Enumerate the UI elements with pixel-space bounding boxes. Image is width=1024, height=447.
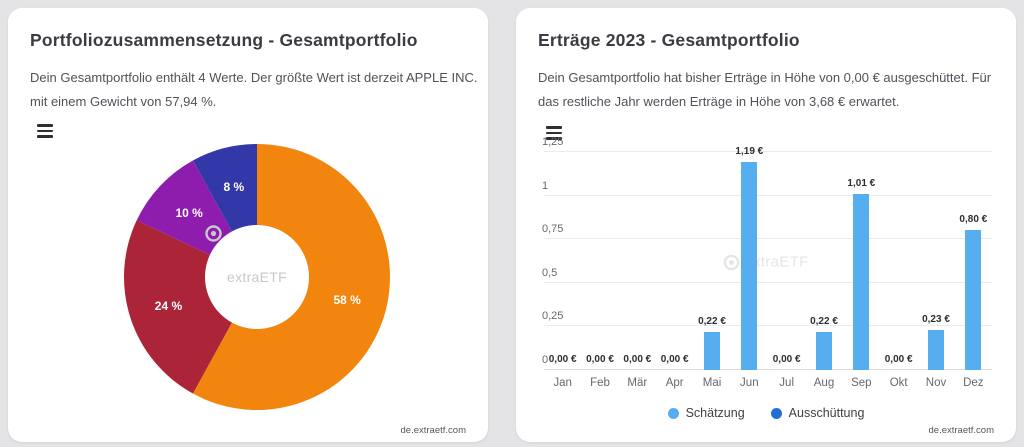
extraetf-watermark: extraETF xyxy=(723,254,808,271)
menu-bar xyxy=(37,124,53,127)
donut-slice-24pct[interactable] xyxy=(124,220,233,394)
bar-chart: extraETF 0 0,25 0,5 0,75 1 1,25 0,00 € Jan 0,00 … xyxy=(542,137,992,389)
chart-legend: Schätzung Ausschüttung xyxy=(516,406,1016,420)
extraetf-logo-icon xyxy=(205,225,222,242)
earnings-2023-card: Erträge 2023 - Gesamtportfolio Dein Gesa… xyxy=(516,8,1016,442)
extraetf-footer-link: de.extraetf.com xyxy=(928,425,994,436)
x-axis-label-jan: Jan xyxy=(553,377,572,389)
portfolio-composition-description: Dein Gesamtportfolio enthält 4 Werte. De… xyxy=(30,66,477,114)
legend-item-schätzung[interactable]: Schätzung xyxy=(667,406,745,420)
hamburger-menu-icon[interactable] xyxy=(546,123,568,143)
description-line-2: mit einem Gewicht von 57,94 %. xyxy=(30,94,217,109)
hamburger-menu-icon[interactable] xyxy=(37,121,59,141)
menu-bar xyxy=(546,131,562,135)
bar-value-label: 0,22 € xyxy=(698,315,726,327)
bar-value-label: 0,00 € xyxy=(884,354,913,365)
y-axis-tick-label: 1 xyxy=(542,179,549,192)
bar-value-label: 1,01 € xyxy=(847,177,876,189)
y-gridline xyxy=(544,369,992,370)
portfolio-composition-card: Portfoliozusammensetzung - Gesamtportfol… xyxy=(8,8,488,442)
bar-value-label: 0,00 € xyxy=(586,354,614,365)
donut-slice-8pct[interactable] xyxy=(192,144,257,232)
bar-value-label: 0,23 € xyxy=(922,313,950,325)
x-axis-label-sep: Sep xyxy=(851,377,872,389)
earnings-title: Erträge 2023 - Gesamtportfolio xyxy=(538,30,800,50)
bar-nov[interactable] xyxy=(928,329,944,370)
bar-value-label: 0,22 € xyxy=(810,315,838,327)
bar-sep[interactable] xyxy=(853,193,870,370)
y-gridline xyxy=(544,238,992,240)
bar-mai[interactable] xyxy=(704,331,720,370)
legend-dot-icon xyxy=(770,407,782,419)
bar-value-label: 1,19 € xyxy=(735,146,764,158)
description-line-1: Dein Gesamtportfolio enthält 4 Werte. De… xyxy=(30,70,478,85)
donut-svg xyxy=(124,144,390,410)
bar-value-label: 0,00 € xyxy=(548,354,577,365)
donut-slice-58pct[interactable] xyxy=(192,144,390,410)
menu-bar xyxy=(37,135,53,138)
legend-item-ausschüttung[interactable]: Ausschüttung xyxy=(770,406,865,420)
extraetf-watermark: extraETF xyxy=(205,225,287,285)
donut-slice-10pct[interactable] xyxy=(136,160,233,255)
y-axis-tick-label: 0,5 xyxy=(542,266,558,279)
bar-value-label: 0,00 € xyxy=(660,354,689,365)
y-axis-tick-label: 1,25 xyxy=(542,136,564,148)
y-axis-tick-label: 0,75 xyxy=(542,223,564,236)
bar-value-label: 0,00 € xyxy=(623,354,652,365)
x-axis-label-feb: Feb xyxy=(590,377,610,389)
watermark-text: extraETF xyxy=(227,269,287,285)
x-axis-label-apr: Apr xyxy=(665,377,684,389)
x-axis-label-jun: Jun xyxy=(740,377,759,389)
legend-label: Ausschüttung xyxy=(788,406,865,420)
y-axis-tick-label: 0 xyxy=(542,354,549,366)
y-gridline xyxy=(544,281,992,283)
bar-dez[interactable] xyxy=(965,230,982,370)
menu-bar xyxy=(37,129,53,133)
extraetf-footer-link: de.extraetf.com xyxy=(400,425,466,436)
menu-bar xyxy=(546,126,562,129)
donut-chart: extraETF 58 % 24 % 10 % 8 % xyxy=(124,144,390,410)
donut-center: extraETF xyxy=(205,225,309,329)
x-axis-label-mär: Mär xyxy=(627,377,648,389)
y-gridline xyxy=(544,325,992,327)
bar-value-label: 0,80 € xyxy=(959,214,988,226)
legend-label: Schätzung xyxy=(685,406,745,420)
bar-jun[interactable] xyxy=(741,162,758,370)
bar-aug[interactable] xyxy=(816,331,832,370)
menu-bar xyxy=(546,137,562,140)
x-axis-label-jul: Jul xyxy=(779,377,794,389)
x-axis-label-okt: Okt xyxy=(889,377,908,389)
extraetf-logo-icon xyxy=(723,254,740,270)
watermark-text: extraETF xyxy=(744,253,809,271)
legend-dot-icon xyxy=(667,407,679,419)
y-gridline xyxy=(544,194,992,196)
x-axis-label-aug: Aug xyxy=(813,377,835,389)
bar-value-label: 0,00 € xyxy=(772,354,801,365)
earnings-description: Dein Gesamtportfolio hat bisher Erträge … xyxy=(538,66,991,114)
y-gridline xyxy=(544,151,992,152)
x-axis-label-dez: Dez xyxy=(963,377,984,389)
description-line-2: das restliche Jahr werden Erträge in Höh… xyxy=(538,94,900,109)
x-axis-label-mai: Mai xyxy=(702,377,722,389)
description-line-1: Dein Gesamtportfolio hat bisher Erträge … xyxy=(538,70,992,85)
y-axis-tick-label: 0,25 xyxy=(542,310,564,323)
portfolio-composition-title: Portfoliozusammensetzung - Gesamtportfol… xyxy=(30,30,418,50)
x-axis-label-nov: Nov xyxy=(925,377,947,389)
